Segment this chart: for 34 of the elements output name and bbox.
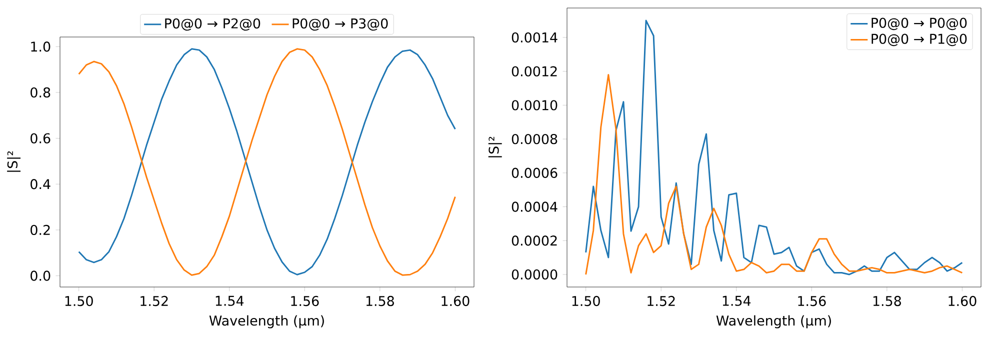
x-tick-label: 1.60 [442,296,470,306]
y-axis-title: |S|² [488,136,502,158]
legend-label: P0@0 → P2@0 [165,18,260,31]
x-tick-label: 1.60 [948,296,976,306]
y-axis-title: |S|² [7,151,21,172]
x-tick-label: 1.54 [216,296,244,306]
x-tick-label: 1.54 [722,296,751,306]
y-tick-label: 0.0008 [512,134,558,144]
y-tick-label: 0.4 [30,179,50,190]
x-tick-label: 1.50 [65,296,93,306]
legend-label: P0@0 → P0@0 [872,18,967,30]
x-axis-title: Wavelength (µm) [209,315,324,328]
y-tick-label: 0.0010 [512,100,558,110]
legend-label: P0@0 → P3@0 [292,18,388,31]
x-tick-label: 1.58 [366,296,394,306]
y-tick-label: 0.0000 [512,269,558,280]
x-tick-label: 1.58 [873,296,901,306]
x-tick-label: 1.52 [648,296,675,306]
y-tick-label: 1.0 [31,42,50,52]
legend-label: P0@0 → P1@0 [872,34,967,46]
x-tick-label: 1.50 [572,296,600,306]
x-tick-label: 1.52 [140,296,168,306]
y-tick-label: 0.2 [30,224,50,236]
x-tick-label: 1.56 [291,296,319,306]
x-axis-title: Wavelength (µm) [716,315,831,328]
y-tick-label: 0.0006 [512,168,558,178]
y-tick-label: 0.0012 [512,66,557,76]
x-tick-label: 1.56 [798,296,826,306]
y-tick-label: 0.6 [30,133,50,144]
y-tick-label: 0.0004 [512,202,558,212]
y-tick-label: 0.8 [30,87,50,98]
y-tick-label: 0.0014 [512,32,558,43]
y-tick-label: 0.0002 [512,236,557,246]
y-tick-label: 0.0 [30,270,50,281]
